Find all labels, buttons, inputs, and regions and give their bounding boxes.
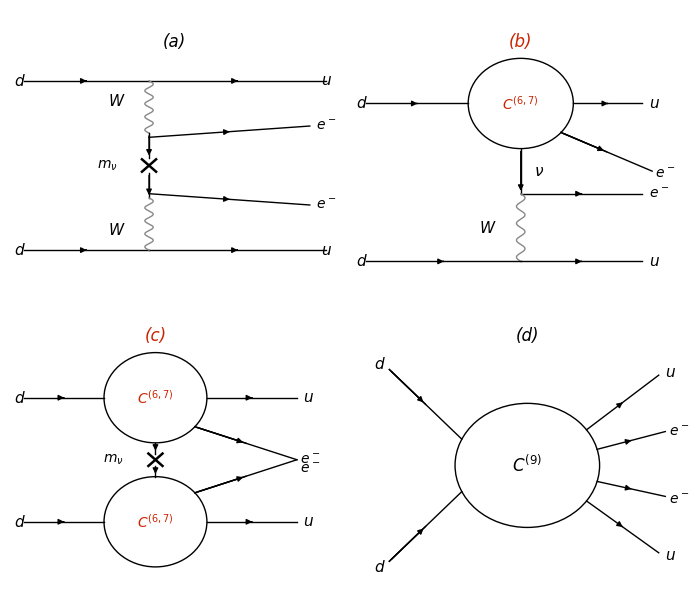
Text: $d$: $d$ [14, 514, 26, 530]
Text: $C^{(9)}$: $C^{(9)}$ [512, 455, 542, 476]
Text: $e^-$: $e^-$ [649, 187, 669, 200]
Text: $u$: $u$ [649, 254, 660, 269]
Text: $W$: $W$ [479, 219, 497, 235]
Text: $d$: $d$ [356, 253, 368, 269]
Text: (c): (c) [145, 327, 166, 345]
Text: $u$: $u$ [303, 390, 315, 405]
Text: $C^{(6,7)}$: $C^{(6,7)}$ [137, 513, 174, 531]
Text: $d$: $d$ [14, 390, 26, 406]
Text: $e^-$: $e^-$ [656, 167, 676, 181]
Text: $C^{(6,7)}$: $C^{(6,7)}$ [137, 389, 174, 406]
Text: $d$: $d$ [373, 356, 385, 372]
Text: $u$: $u$ [649, 96, 660, 111]
Text: $e^-$: $e^-$ [668, 492, 689, 506]
Text: (d): (d) [516, 327, 539, 345]
Text: $e^-$: $e^-$ [300, 453, 320, 466]
Text: $C^{(6,7)}$: $C^{(6,7)}$ [503, 94, 539, 112]
Text: $e^-$: $e^-$ [316, 198, 336, 212]
Text: $m_\nu$: $m_\nu$ [103, 452, 124, 467]
Text: $d$: $d$ [356, 96, 368, 112]
Text: $W$: $W$ [108, 223, 126, 238]
Text: $d$: $d$ [14, 242, 26, 258]
Text: $W$: $W$ [108, 93, 126, 109]
Text: $u$: $u$ [303, 514, 315, 529]
Text: $u$: $u$ [322, 243, 332, 257]
Text: $d$: $d$ [373, 559, 385, 575]
Text: $e^-$: $e^-$ [316, 119, 336, 133]
Text: $u$: $u$ [322, 74, 332, 88]
Text: $e^-$: $e^-$ [300, 461, 320, 475]
Text: (a): (a) [163, 33, 187, 51]
Text: $u$: $u$ [665, 548, 677, 563]
Text: $u$: $u$ [665, 365, 677, 380]
Text: $d$: $d$ [14, 73, 26, 89]
Text: $e^-$: $e^-$ [668, 425, 689, 438]
Text: (b): (b) [509, 33, 533, 51]
Text: $m_\nu$: $m_\nu$ [97, 158, 117, 173]
Text: $\nu$: $\nu$ [534, 164, 544, 178]
